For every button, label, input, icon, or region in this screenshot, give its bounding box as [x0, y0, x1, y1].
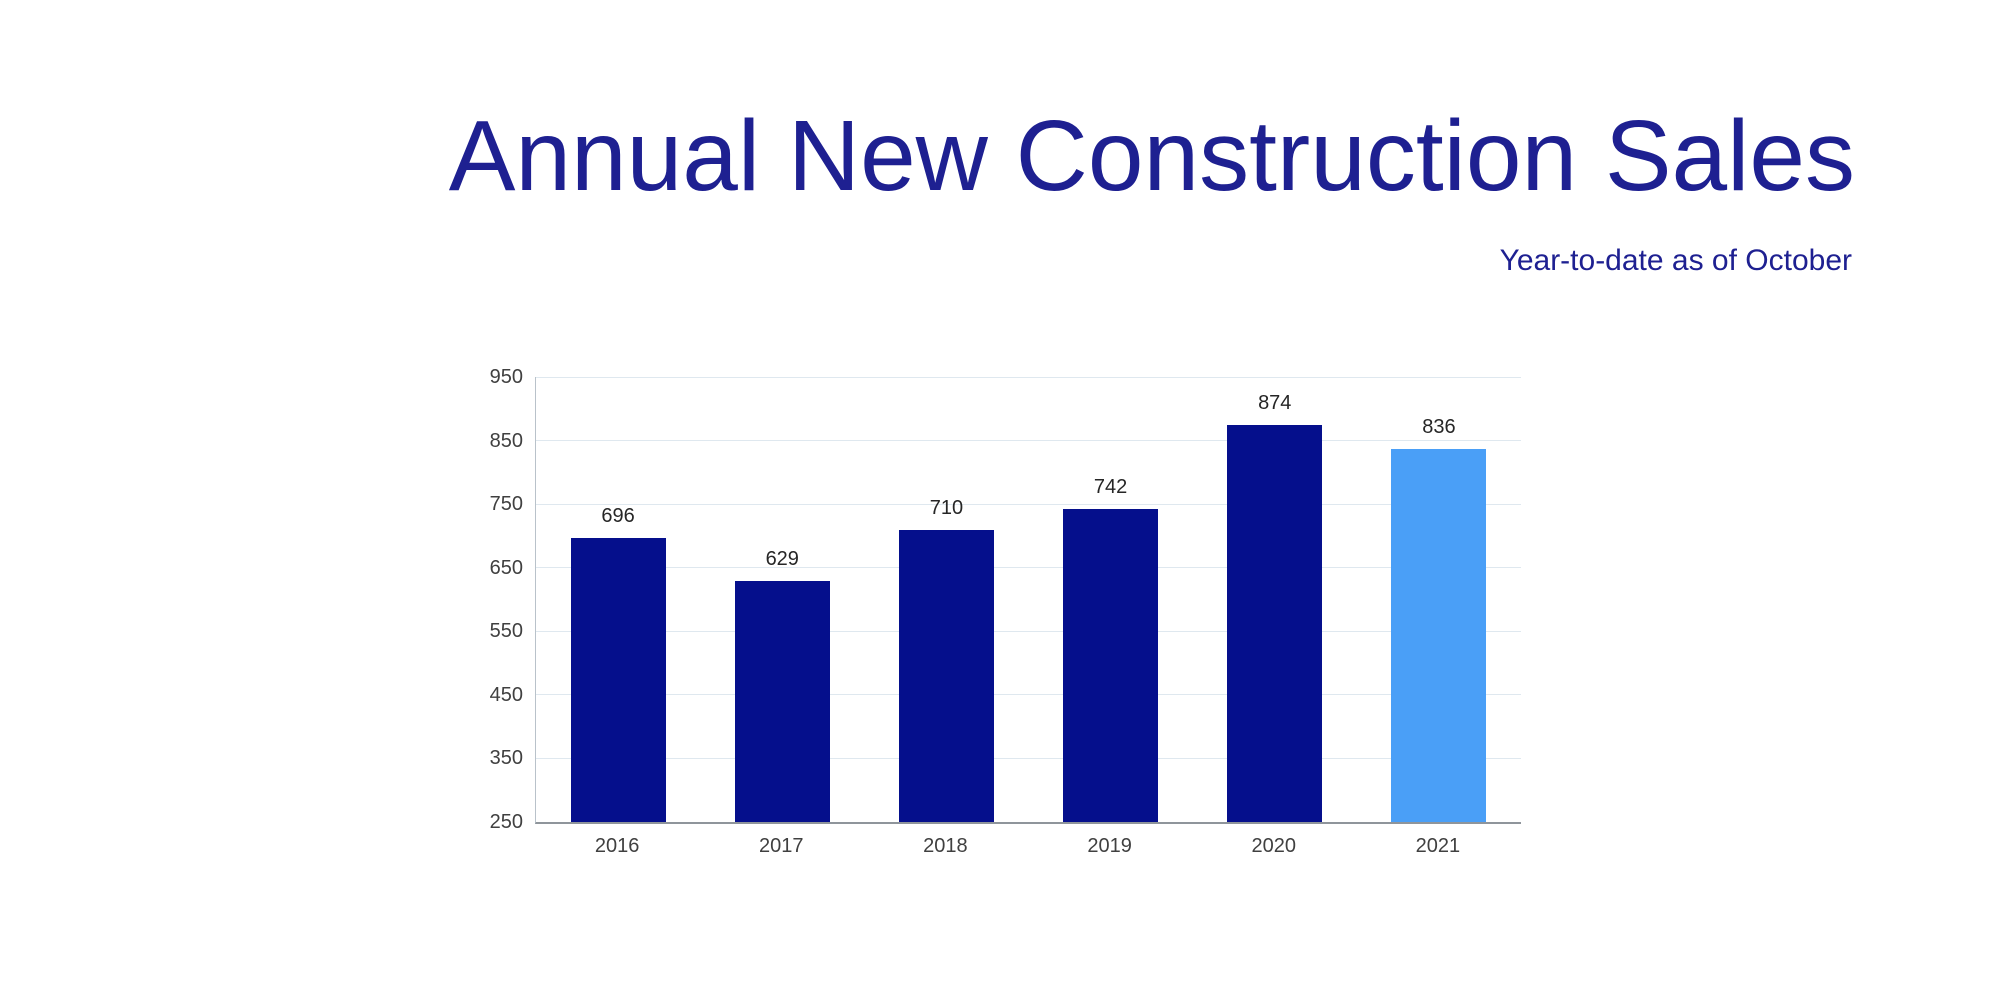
- x-tick-label-2021: 2021: [1415, 835, 1461, 857]
- bar-value-label-2018: 710: [929, 496, 964, 519]
- x-tick-label-2016: 2016: [594, 835, 640, 857]
- x-axis-labels: 2016 2017 2018 2019 2020 2021: [535, 833, 1520, 863]
- y-tick-label-850: 850: [489, 429, 523, 452]
- chart-title: Annual New Construction Sales: [448, 100, 1855, 212]
- gridline-750: [536, 503, 1521, 505]
- bar-value-label-2020: 874: [1258, 392, 1292, 415]
- gridline-450: [536, 694, 1521, 696]
- gridline-550: [536, 630, 1521, 632]
- bar-2019: [1063, 509, 1159, 822]
- bar-2017: [734, 581, 830, 822]
- bar-2020: [1227, 425, 1323, 822]
- gridline-850: [536, 440, 1521, 442]
- y-tick-label-550: 550: [489, 620, 523, 643]
- gridline-950: [536, 376, 1521, 378]
- plot-area: 696 629 710 742 874 836: [535, 376, 1521, 824]
- y-tick-label-650: 650: [489, 556, 523, 579]
- bar-value-label-2016: 696: [601, 505, 635, 528]
- bar-2018: [898, 529, 994, 822]
- bar-2016: [570, 538, 666, 822]
- y-axis-labels: 250 350 450 550 650 750 850 950: [420, 366, 523, 833]
- bar-2021: [1391, 449, 1487, 822]
- y-tick-label-950: 950: [489, 366, 523, 388]
- chart-subtitle: Year-to-date as of October: [1499, 244, 1852, 277]
- y-tick-label-350: 350: [489, 747, 523, 770]
- y-tick-label-450: 450: [489, 683, 523, 706]
- bar-value-label-2019: 742: [1093, 476, 1128, 499]
- y-tick-label-250: 250: [489, 811, 523, 833]
- x-tick-label-2020: 2020: [1251, 835, 1297, 857]
- x-tick-label-2019: 2019: [1087, 835, 1132, 857]
- y-tick-label-750: 750: [489, 493, 523, 516]
- x-tick-label-2017: 2017: [759, 835, 804, 857]
- gridline-350: [536, 757, 1521, 759]
- x-tick-label-2018: 2018: [923, 835, 968, 857]
- bar-value-label-2017: 629: [765, 548, 799, 571]
- gridline-650: [536, 567, 1521, 569]
- bar-value-label-2021: 836: [1422, 416, 1456, 439]
